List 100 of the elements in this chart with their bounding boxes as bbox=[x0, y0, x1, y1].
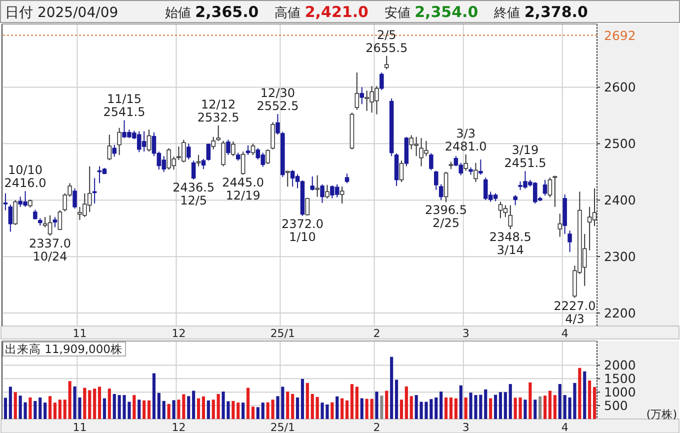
bar bbox=[108, 388, 111, 419]
bar bbox=[404, 386, 408, 419]
bar bbox=[196, 398, 200, 419]
bar bbox=[504, 392, 507, 419]
annotation: 2227.0 4/3 bbox=[554, 298, 596, 326]
bar bbox=[400, 400, 404, 419]
x-tick-label: 25/1 bbox=[270, 421, 296, 433]
y-tick-label: 1000 bbox=[604, 384, 636, 400]
bar bbox=[256, 407, 260, 419]
x-tick-label: 12 bbox=[172, 327, 186, 340]
bar bbox=[88, 390, 92, 419]
bar bbox=[498, 392, 502, 419]
bar bbox=[58, 400, 62, 419]
bar bbox=[242, 402, 245, 419]
annotation: 2337.0 10/24 bbox=[29, 236, 72, 264]
bar bbox=[385, 390, 388, 419]
bar bbox=[28, 397, 32, 419]
y-tick-label: 2200 bbox=[604, 306, 636, 321]
x-tick-label: 25/1 bbox=[270, 327, 296, 340]
bar bbox=[553, 395, 556, 419]
bar bbox=[232, 400, 235, 419]
x-tick-label: 2 bbox=[373, 421, 380, 433]
bar bbox=[83, 388, 86, 419]
x-tick-label: 3 bbox=[462, 421, 470, 433]
bar bbox=[380, 396, 384, 419]
bar bbox=[48, 396, 52, 419]
bar bbox=[464, 397, 468, 419]
bar bbox=[543, 396, 547, 419]
bar bbox=[330, 402, 334, 419]
y-tick-label: 2400 bbox=[604, 192, 636, 208]
bar bbox=[588, 380, 592, 419]
bar bbox=[592, 386, 596, 419]
x-tick-label: 4 bbox=[561, 327, 568, 340]
bar bbox=[548, 390, 552, 419]
y-tick-label: 2500 bbox=[604, 136, 636, 152]
ref-line-label: 2692 bbox=[604, 28, 636, 43]
bar bbox=[528, 382, 532, 419]
annotation: 12/12 2532.5 bbox=[197, 97, 240, 124]
y-tick-label: 2300 bbox=[604, 249, 636, 264]
bar bbox=[187, 396, 190, 419]
bar bbox=[336, 396, 339, 419]
x-tick-label: 11 bbox=[72, 421, 87, 433]
bar bbox=[8, 386, 12, 419]
bar bbox=[93, 388, 96, 419]
bar bbox=[459, 385, 462, 419]
bar bbox=[246, 388, 250, 419]
bar bbox=[345, 400, 349, 419]
annotation: 2/5 2655.5 bbox=[366, 28, 408, 55]
bar bbox=[172, 400, 176, 419]
bar bbox=[340, 398, 344, 419]
bar bbox=[157, 392, 160, 419]
bar bbox=[202, 396, 206, 419]
x-tick-label: 2 bbox=[373, 327, 380, 340]
annotation: 2436.5 12/5 bbox=[172, 180, 215, 208]
bar bbox=[355, 386, 358, 419]
bar bbox=[38, 397, 42, 419]
annotation: 3/3 2481.0 bbox=[444, 126, 487, 154]
x-tick-label: 3 bbox=[462, 327, 470, 340]
bar bbox=[440, 392, 443, 419]
y-tick-label: 1500 bbox=[604, 371, 636, 386]
bar bbox=[494, 394, 498, 419]
bar bbox=[538, 396, 542, 419]
x-tick-label: 4 bbox=[561, 421, 568, 433]
bar bbox=[206, 400, 210, 419]
bar bbox=[4, 398, 8, 419]
chart-subtitle: 始値 2,365.0 高値 2,421.0 安値 2,354.0 終値 2,378.0 bbox=[165, 3, 588, 21]
bar bbox=[142, 400, 146, 419]
bar bbox=[34, 400, 37, 419]
header: 日付 2025/04/09 始値 2,365.0 高値 2,421.0 安値 2,354.0 終値 2,378.0 bbox=[0, 0, 680, 23]
annotation: 12/30 2552.5 bbox=[256, 86, 299, 114]
bar bbox=[306, 382, 309, 419]
bar bbox=[534, 400, 537, 419]
bar bbox=[484, 389, 488, 419]
bar bbox=[300, 378, 304, 419]
bar bbox=[44, 402, 47, 419]
bar bbox=[192, 390, 196, 419]
x-tick-label: 11 bbox=[72, 327, 87, 340]
bar bbox=[390, 356, 394, 419]
bar bbox=[14, 392, 17, 419]
bar bbox=[102, 398, 106, 419]
bar bbox=[261, 402, 264, 419]
bar bbox=[449, 397, 453, 419]
bar bbox=[558, 384, 562, 419]
bar bbox=[138, 400, 141, 419]
bar bbox=[167, 404, 170, 419]
bar bbox=[394, 380, 398, 419]
bar bbox=[112, 394, 116, 419]
bar bbox=[310, 394, 314, 419]
annotation: 2372.0 1/10 bbox=[281, 216, 324, 244]
bar bbox=[147, 400, 151, 419]
bar bbox=[291, 394, 294, 419]
bar bbox=[251, 406, 255, 419]
bar bbox=[216, 394, 220, 419]
bar bbox=[98, 386, 102, 419]
chart-title: 出来高 11,909,000株 bbox=[5, 342, 122, 356]
y-tick-label: 2600 bbox=[604, 80, 636, 95]
bar bbox=[454, 398, 458, 419]
bar bbox=[444, 397, 448, 419]
bar bbox=[63, 400, 66, 419]
bar bbox=[360, 398, 364, 419]
